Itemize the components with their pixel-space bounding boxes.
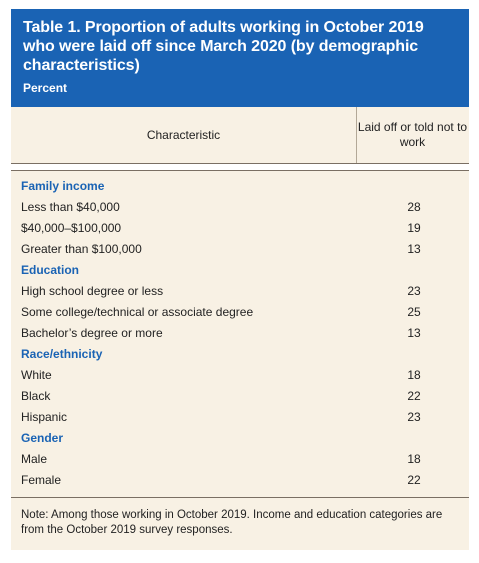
section-heading-gender: Gender bbox=[21, 430, 64, 445]
table-row: High school degree or less 23 bbox=[11, 280, 469, 301]
table-header: Table 1. Proportion of adults working in… bbox=[11, 9, 469, 107]
row-label: Male bbox=[21, 451, 48, 466]
column-separator bbox=[356, 107, 357, 163]
table-rows: Family income Less than $40,000 28 $40,0… bbox=[11, 171, 469, 494]
header-gap bbox=[11, 164, 469, 171]
row-value: 23 bbox=[407, 409, 421, 424]
row-value: 22 bbox=[407, 388, 421, 403]
section-heading-family-income: Family income bbox=[21, 178, 105, 193]
table-row: Greater than $100,000 13 bbox=[11, 238, 469, 259]
section-heading-race-ethnicity: Race/ethnicity bbox=[21, 346, 103, 361]
row-label: Some college/technical or associate degr… bbox=[21, 304, 254, 319]
section-heading-education: Education bbox=[21, 262, 80, 277]
row-label: $40,000–$100,000 bbox=[21, 220, 122, 235]
row-value: 28 bbox=[407, 199, 421, 214]
table-subtitle: Percent bbox=[23, 81, 68, 95]
row-label: Greater than $100,000 bbox=[21, 241, 142, 256]
table-row: Hispanic 23 bbox=[11, 406, 469, 427]
table-row: Less than $40,000 28 bbox=[11, 196, 469, 217]
column-header-row: Characteristic Laid off or told not to w… bbox=[11, 107, 469, 164]
table-title: Table 1. Proportion of adults working in… bbox=[23, 19, 424, 74]
row-label: Black bbox=[21, 388, 51, 403]
row-value: 18 bbox=[407, 451, 421, 466]
row-value: 25 bbox=[407, 304, 421, 319]
table-row: White 18 bbox=[11, 364, 469, 385]
table-row: Female 22 bbox=[11, 469, 469, 490]
table-row: Black 22 bbox=[11, 385, 469, 406]
row-value: 22 bbox=[407, 472, 421, 487]
table-row: Bachelor’s degree or more 13 bbox=[11, 322, 469, 343]
note-divider bbox=[11, 497, 469, 498]
row-label: High school degree or less bbox=[21, 283, 164, 298]
row-value: 13 bbox=[407, 325, 421, 340]
row-label: White bbox=[21, 367, 52, 382]
table-row: Male 18 bbox=[11, 448, 469, 469]
row-label: Female bbox=[21, 472, 62, 487]
row-value: 23 bbox=[407, 283, 421, 298]
table-body: Characteristic Laid off or told not to w… bbox=[11, 107, 469, 550]
row-value: 18 bbox=[407, 367, 421, 382]
row-label: Hispanic bbox=[21, 409, 68, 424]
table-row: Some college/technical or associate degr… bbox=[11, 301, 469, 322]
row-value: 19 bbox=[407, 220, 421, 235]
column-header-characteristic: Characteristic bbox=[146, 128, 221, 142]
row-value: 13 bbox=[407, 241, 421, 256]
table-note: Note: Among those working in October 201… bbox=[21, 509, 443, 536]
row-label: Less than $40,000 bbox=[21, 199, 120, 214]
table-row: $40,000–$100,000 19 bbox=[11, 217, 469, 238]
table-container: Table 1. Proportion of adults working in… bbox=[11, 9, 469, 550]
column-header-laid-off: Laid off or told not to work bbox=[357, 120, 468, 149]
row-label: Bachelor’s degree or more bbox=[21, 325, 163, 340]
